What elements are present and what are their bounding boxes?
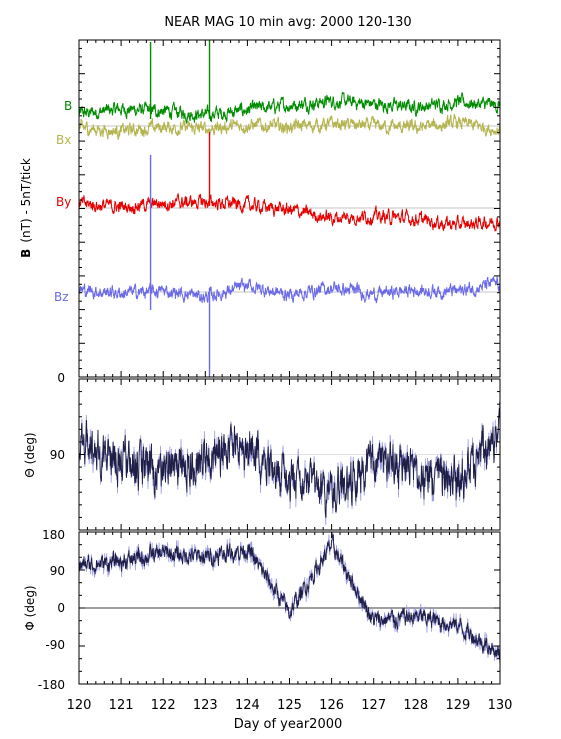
x-tick-labels: 120 121 122 123 124 125 126 127 128 129 130 bbox=[67, 698, 513, 713]
panel-phi-ylabel: Φ (deg) bbox=[23, 585, 37, 630]
panel-b-ylabel: B(nT) - 5nT/tick bbox=[19, 158, 33, 258]
panel-theta-frame bbox=[78, 378, 501, 531]
series-label-b: B bbox=[64, 99, 72, 113]
panel-theta: Θ (deg) 90 bbox=[23, 378, 501, 531]
x-tick-label-127: 127 bbox=[361, 698, 386, 713]
series-label-bx: Bx bbox=[56, 133, 71, 147]
series-bx-line bbox=[78, 113, 501, 141]
panel-phi-ytick-label-neg90: -90 bbox=[45, 638, 65, 652]
chart-title: NEAR MAG 10 min avg: 2000 120-130 bbox=[164, 15, 411, 30]
x-tick-label-122: 122 bbox=[151, 698, 176, 713]
series-bz-line bbox=[78, 276, 501, 304]
x-tick-label-126: 126 bbox=[319, 698, 344, 713]
series-label-by: By bbox=[56, 195, 71, 209]
panel-phi-ytick-label-neg180: -180 bbox=[38, 678, 65, 692]
panel-phi-frame bbox=[78, 531, 501, 685]
x-tick-label-129: 129 bbox=[445, 698, 470, 713]
phi-series-line bbox=[78, 533, 500, 660]
panel-phi-ytick-label-180: 180 bbox=[42, 528, 65, 542]
x-tick-label-125: 125 bbox=[277, 698, 302, 713]
x-tick-label-130: 130 bbox=[488, 698, 513, 713]
theta-series-line bbox=[78, 407, 501, 518]
panel-phi-ytick-label-90: 90 bbox=[50, 564, 65, 578]
panel-theta-ylabel: Θ (deg) bbox=[23, 432, 37, 477]
panel-theta-ytick-label-90: 90 bbox=[50, 448, 65, 462]
x-tick-label-124: 124 bbox=[235, 698, 260, 713]
series-b-line bbox=[78, 91, 501, 125]
x-tick-label-128: 128 bbox=[403, 698, 428, 713]
x-tick-label-120: 120 bbox=[67, 698, 92, 713]
panel-phi-ytick-label-0: 0 bbox=[57, 601, 65, 615]
panel-b-frame bbox=[78, 39, 501, 378]
panel-b: B(nT) - 5nT/tick 0 B Bx By Bz bbox=[19, 39, 501, 385]
panel-b-ytick-label-0: 0 bbox=[57, 371, 65, 385]
series-by-line bbox=[78, 192, 501, 233]
x-axis-label: Day of year2000 bbox=[234, 717, 343, 732]
series-label-bz: Bz bbox=[54, 290, 69, 304]
panel-phi: Φ (deg) 180 90 0 -90 -180 bbox=[23, 528, 501, 692]
x-tick-label-123: 123 bbox=[193, 698, 218, 713]
x-tick-label-121: 121 bbox=[109, 698, 134, 713]
